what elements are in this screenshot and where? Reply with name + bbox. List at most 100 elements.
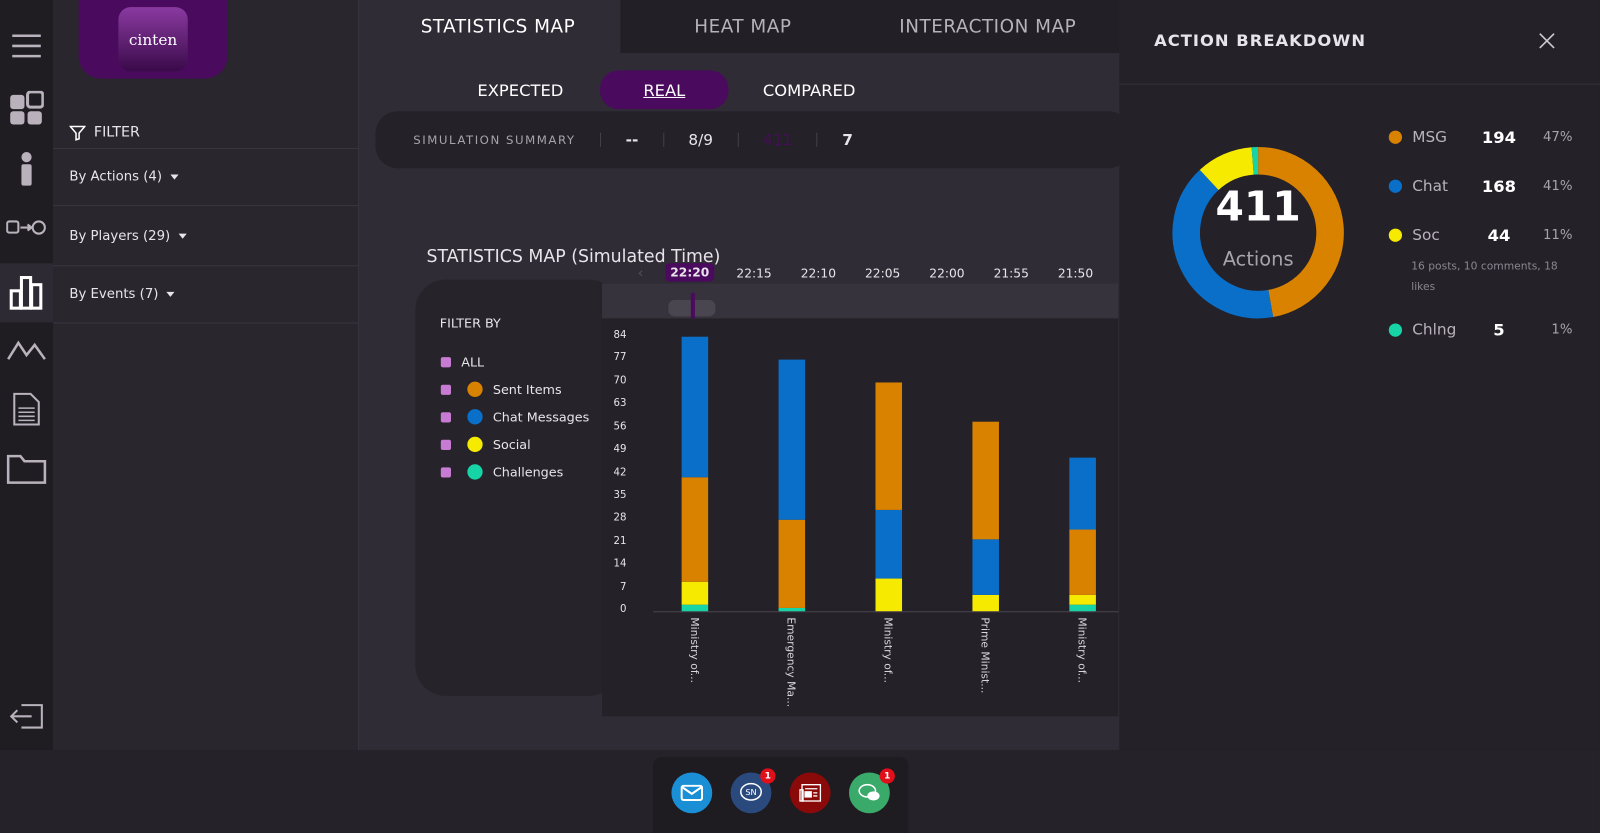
legend-swatch (467, 381, 483, 397)
breakdown-pct: 47% (1542, 129, 1573, 145)
tab-interaction-map[interactable]: INTERACTION MAP (865, 0, 1110, 53)
mail-icon (680, 784, 704, 802)
breakdown-label: Soc (1412, 225, 1440, 244)
filter-by-title: FILTER BY (439, 315, 501, 331)
timeline-time[interactable]: 22:00 (929, 266, 965, 281)
info-icon[interactable] (0, 143, 53, 194)
y-tick-label: 77 (613, 352, 627, 364)
filter-by-actions[interactable]: By Actions (4) (53, 147, 360, 205)
filter-social[interactable]: Social (440, 436, 531, 453)
timeline-time-selected[interactable]: 22:20 (665, 263, 715, 282)
breakdown-value: 194 (1481, 127, 1517, 147)
donut-slice-chat[interactable] (1172, 169, 1274, 319)
summary-value: 7 (842, 130, 853, 149)
bar-segment-social[interactable] (875, 578, 903, 612)
checkbox[interactable] (440, 384, 452, 395)
bar-segment-sent-items[interactable] (778, 519, 806, 608)
filter-by-players[interactable]: By Players (29) (53, 205, 360, 265)
timeline-prev-icon[interactable]: ‹ (637, 265, 644, 282)
summary-value: 8/9 (688, 130, 713, 149)
filter-label: Chat Messages (492, 409, 590, 425)
bar-segment-challenges[interactable] (681, 604, 709, 612)
bar-segment-sent-items[interactable] (972, 421, 999, 540)
bar-segment-social[interactable] (681, 581, 709, 605)
mountain-chart-icon[interactable] (0, 324, 53, 375)
filter-chat-messages[interactable]: Chat Messages (440, 409, 590, 425)
bar-segment-challenges[interactable] (778, 607, 806, 612)
filter-label: Sent Items (492, 381, 562, 397)
bar-segment-sent-items[interactable] (875, 382, 903, 510)
cinten-logo: cinten (118, 7, 188, 72)
bar-segment-chat-messages[interactable] (972, 539, 999, 595)
mail-button[interactable] (671, 772, 713, 814)
summary-value: 411 (762, 130, 793, 149)
bar-segment-chat-messages[interactable] (681, 336, 709, 478)
filter-icon (69, 125, 86, 141)
timeline-time[interactable]: 21:55 (993, 266, 1029, 281)
breakdown-note: 16 posts, 10 comments, 18 likes (1411, 260, 1558, 293)
chart-title: STATISTICS MAP (Simulated Time) (426, 246, 721, 268)
flow-icon[interactable] (0, 202, 53, 253)
y-tick-label: 0 (620, 604, 627, 616)
filter-sent-items[interactable]: Sent Items (440, 381, 562, 397)
x-tick-label: Ministry of... (687, 617, 700, 684)
caret-down-icon (170, 174, 179, 180)
legend-swatch (1388, 322, 1403, 337)
subtab-label: REAL (643, 80, 686, 100)
bar-segment-social[interactable] (972, 594, 999, 612)
social-network-button[interactable]: SN (730, 772, 772, 814)
y-tick-label: 63 (613, 398, 627, 410)
bar-segment-chat-messages[interactable] (1069, 457, 1096, 530)
timeline-time[interactable]: 21:50 (1057, 266, 1094, 281)
document-icon[interactable] (0, 384, 53, 435)
tab-heat-map[interactable]: HEAT MAP (620, 0, 865, 53)
svg-text:SN: SN (745, 787, 756, 797)
donut-slice-msg[interactable] (1257, 146, 1344, 318)
filter-by-events[interactable]: By Events (7) (53, 265, 360, 324)
filter-all[interactable]: ALL (440, 354, 484, 369)
subtab-label: EXPECTED (477, 80, 564, 100)
news-button[interactable] (789, 772, 831, 814)
legend-swatch (1388, 228, 1403, 242)
bar-chart-icon[interactable] (0, 263, 54, 323)
bar-segment-challenges[interactable] (1069, 604, 1096, 612)
checkbox[interactable] (440, 411, 452, 422)
folder-icon[interactable] (0, 443, 53, 494)
y-tick-label: 70 (613, 375, 627, 387)
breakdown-pct: 1% (1551, 321, 1573, 338)
checkbox[interactable] (440, 439, 452, 450)
subtab-expected[interactable]: EXPECTED (459, 70, 581, 109)
timeline-marker[interactable] (690, 292, 695, 319)
dashboard-icon[interactable] (0, 83, 53, 134)
checkbox[interactable] (440, 356, 452, 367)
subtab-real[interactable]: REAL (599, 70, 729, 110)
notification-badge: 1 (879, 768, 895, 784)
breakdown-label: MSG (1412, 127, 1448, 146)
filter-panel (53, 0, 360, 750)
breakdown-row-soc: Soc 44 11% (1388, 224, 1572, 245)
breakdown-pct: 41% (1542, 178, 1573, 194)
bar-segment-sent-items[interactable] (681, 477, 709, 582)
bar-segment-chat-messages[interactable] (875, 509, 903, 579)
logout-icon[interactable] (0, 691, 53, 742)
timeline-time[interactable]: 22:15 (736, 266, 772, 281)
close-icon[interactable] (1538, 32, 1556, 54)
caret-down-icon (166, 291, 175, 297)
bar-segment-chat-messages[interactable] (778, 359, 806, 520)
subtab-compared[interactable]: COMPARED (745, 70, 874, 109)
bar-segment-social[interactable] (1069, 594, 1096, 605)
breakdown-value: 44 (1487, 224, 1511, 245)
summary-label: SIMULATION SUMMARY (413, 132, 576, 147)
donut-slice-soc[interactable] (1199, 147, 1255, 191)
bar-segment-sent-items[interactable] (1069, 529, 1096, 595)
filter-challenges[interactable]: Challenges (440, 464, 563, 480)
tab-statistics-map[interactable]: STATISTICS MAP (375, 0, 621, 54)
filter-title: FILTER (93, 124, 140, 141)
timeline-time[interactable]: 22:10 (800, 266, 837, 281)
timeline-time[interactable]: 22:05 (864, 266, 901, 281)
y-tick-label: 14 (613, 558, 627, 570)
menu-icon[interactable] (0, 20, 53, 71)
legend-swatch (467, 409, 483, 425)
checkbox[interactable] (440, 466, 452, 478)
